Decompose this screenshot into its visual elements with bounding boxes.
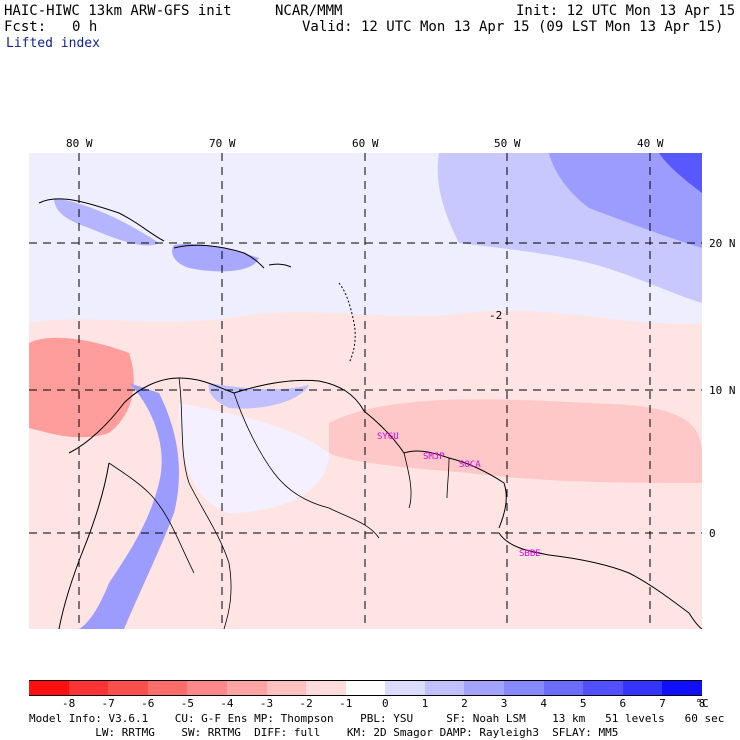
colorbar-tick-label: 6 [619, 697, 627, 710]
coastlines [38, 198, 702, 629]
forecast-hour: 0 h [72, 19, 98, 35]
lat-label-10n: 10 N [709, 384, 736, 397]
colorbar-swatch [226, 680, 268, 696]
lifted-index-map: -2 [29, 153, 702, 629]
lon-label-70w: 70 W [209, 137, 236, 150]
station-label: SOCA [459, 460, 481, 470]
colorbar-tick-label: 5 [579, 697, 587, 710]
colorbar-swatch [583, 680, 624, 696]
colorbar-tick-label: -2 [299, 697, 313, 710]
field-blue-andes [79, 383, 179, 629]
country-borders [108, 377, 450, 629]
colorbar-swatch [543, 680, 584, 696]
field-blue-ne-core [549, 153, 702, 248]
colorbar-swatch [424, 680, 465, 696]
colorbar-swatch [345, 680, 386, 696]
model-title: HAIC-HIWC 13km ARW-GFS init [4, 3, 232, 19]
colorbar-swatch [504, 680, 545, 696]
colorbar-tick-label: -1 [339, 697, 353, 710]
colorbar-swatch [622, 680, 663, 696]
lon-label-50w: 50 W [494, 137, 521, 150]
colorbar-swatch [464, 680, 505, 696]
lon-label-40w: 40 W [637, 137, 664, 150]
colorbar-tick-label: 0 [381, 697, 389, 710]
field-blue-hispaniola [172, 243, 259, 272]
valid-time: Valid: 12 UTC Mon 13 Apr 15 (09 LST Mon … [302, 19, 724, 35]
map-canvas: -2 [29, 153, 702, 629]
colorbar-swatch [68, 680, 109, 696]
graticule [29, 153, 702, 629]
lat-label-20n: 20 N [709, 237, 736, 250]
colorbar-swatch [147, 680, 188, 696]
colorbar-swatch [187, 680, 228, 696]
colorbar-tick-label: -6 [141, 697, 155, 710]
contour-label: -2 [489, 309, 502, 322]
colorbar-swatch [108, 680, 149, 696]
station-label: SBBE [519, 549, 541, 559]
field-light-interior [179, 403, 329, 513]
colorbar-tick-label: -4 [220, 697, 234, 710]
colorbar-tick-label: -3 [259, 697, 274, 710]
colorbar-swatch [662, 680, 703, 696]
lat-label-0: 0 [709, 527, 716, 540]
colorbar-swatch [385, 680, 426, 696]
org-label: NCAR/MMM [275, 3, 343, 19]
colorbar-tick-label: 2 [461, 697, 468, 710]
model-info-line1: Model Info: V3.6.1 CU: G-F Ens MP: Thomp… [29, 712, 725, 725]
colorbar-swatch [306, 680, 347, 696]
model-info-line2: LW: RRTMG SW: RRTMG DIFF: full KM: 2D Sm… [29, 726, 619, 739]
colorbar-tick-label: 4 [540, 697, 547, 710]
station-label: SYGU [377, 432, 399, 442]
colorbar-tick-label: -8 [61, 697, 76, 710]
field-red-panama [29, 337, 134, 438]
colorbar-tick-label: -7 [101, 697, 115, 710]
field-name: Lifted index [6, 36, 100, 51]
field-blue-ne-max [659, 153, 702, 193]
field-blue-cuba [54, 198, 159, 246]
lon-label-60w: 60 W [352, 137, 379, 150]
colorbar-unit: °C [695, 697, 709, 710]
field-pink-atlantic [329, 399, 702, 483]
station-label: SMJP [423, 452, 445, 462]
colorbar-swatch [266, 680, 307, 696]
lon-label-80w: 80 W [66, 137, 93, 150]
colorbar-tick-label: 3 [500, 697, 508, 710]
init-time: Init: 12 UTC Mon 13 Apr 15 [516, 3, 736, 19]
colorbar-tick-label: 7 [659, 697, 666, 710]
colorbar-tick-label: 8 [698, 697, 706, 710]
field-blue-venezuela [208, 383, 309, 409]
colorbar-tick-label: -5 [180, 697, 194, 710]
forecast-label: Fcst: [4, 19, 47, 35]
colorbar-swatch [29, 680, 70, 696]
colorbar-tick-label: 1 [421, 697, 429, 710]
